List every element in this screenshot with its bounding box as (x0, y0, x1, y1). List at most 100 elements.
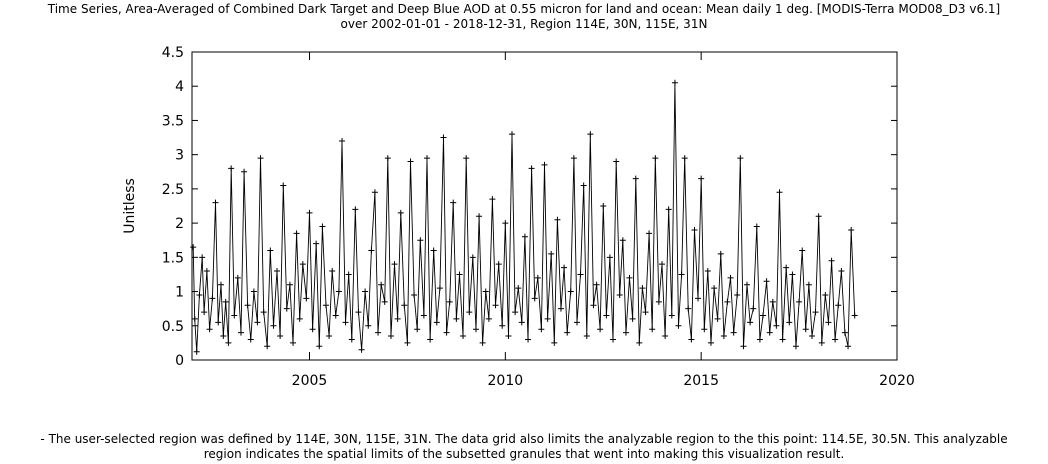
region-caveat-line-2: region indicates the spatial limits of t… (203, 447, 845, 461)
data-point (815, 213, 822, 220)
data-point (293, 230, 300, 237)
data-point (472, 326, 479, 333)
y-tick-label: 1.5 (162, 250, 184, 266)
data-point (587, 131, 594, 138)
data-point (534, 274, 541, 281)
data-point (485, 315, 492, 322)
data-point (335, 288, 342, 295)
data-point (201, 309, 208, 316)
data-point (740, 343, 747, 350)
data-point (724, 298, 731, 305)
data-point (191, 315, 198, 322)
data-point (231, 312, 238, 319)
data-point (420, 312, 427, 319)
plot-frame (191, 51, 898, 361)
data-point (241, 168, 248, 175)
data-point (463, 155, 470, 162)
data-point (476, 213, 483, 220)
data-point (401, 302, 408, 309)
data-point (286, 281, 293, 288)
data-point (538, 326, 545, 333)
data-point (541, 161, 548, 168)
data-point (613, 158, 620, 165)
data-point (460, 333, 467, 340)
data-point (404, 339, 411, 346)
data-point (220, 333, 227, 340)
y-tick-label: 4 (175, 79, 184, 95)
data-point (622, 329, 629, 336)
data-point (779, 336, 786, 343)
data-point (851, 312, 858, 319)
data-point (610, 336, 617, 343)
data-point (574, 319, 581, 326)
x-tick-label: 2020 (879, 373, 915, 389)
chart-marks (190, 79, 858, 355)
data-point (590, 302, 597, 309)
data-point (812, 309, 819, 316)
data-point (551, 339, 558, 346)
data-point (616, 291, 623, 298)
data-point (737, 155, 744, 162)
data-point (237, 329, 244, 336)
data-point (626, 274, 633, 281)
data-point (250, 288, 257, 295)
data-point (247, 336, 254, 343)
data-point (446, 298, 453, 305)
data-point (381, 298, 388, 305)
data-point (597, 326, 604, 333)
data-point (809, 333, 816, 340)
data-point (649, 326, 656, 333)
data-point (528, 165, 535, 172)
data-point (603, 312, 610, 319)
data-point (796, 298, 803, 305)
y-tick-label: 3 (175, 148, 184, 164)
data-point (720, 333, 727, 340)
data-point (443, 329, 450, 336)
data-point (352, 206, 359, 213)
data-point (209, 295, 216, 302)
x-tick-label: 2010 (488, 373, 524, 389)
data-point (375, 329, 382, 336)
data-point (387, 333, 394, 340)
data-point (606, 254, 613, 261)
data-point (717, 250, 724, 257)
y-tick-label: 2.5 (162, 182, 184, 198)
data-point (701, 326, 708, 333)
data-point (802, 326, 809, 333)
series-line (192, 82, 856, 352)
data-point (319, 223, 326, 230)
data-point (629, 315, 636, 322)
data-point (518, 319, 525, 326)
region-caveat: - The user-selected region was defined b… (0, 432, 1048, 462)
data-point (642, 309, 649, 316)
data-point (222, 298, 229, 305)
data-point (499, 322, 506, 329)
y-tick-label: 1 (175, 285, 184, 301)
data-point (193, 348, 200, 355)
data-point (355, 309, 362, 316)
y-axis-label: Unitless (122, 178, 138, 234)
data-point (639, 285, 646, 292)
data-point (206, 326, 213, 333)
data-point (329, 268, 336, 275)
data-point (273, 268, 280, 275)
data-point (714, 315, 721, 322)
x-tick-label: 2015 (683, 373, 719, 389)
data-point (841, 329, 848, 336)
data-point (244, 302, 251, 309)
data-point (339, 137, 346, 144)
data-point (773, 322, 780, 329)
y-tick-label: 3.5 (162, 113, 184, 129)
data-point (704, 268, 711, 275)
data-point (769, 298, 776, 305)
chart-axes: 0 0.5 1 1.5 2 2.5 3 3.5 4 4.5 2005 2010 2015 2020 (162, 45, 915, 389)
data-point (299, 261, 306, 268)
data-point (482, 288, 489, 295)
data-point (260, 309, 267, 316)
region-caveat-line-1: - The user-selected region was defined b… (40, 432, 1008, 446)
data-point (688, 336, 695, 343)
data-point (502, 220, 509, 227)
data-point (378, 281, 385, 288)
data-point (436, 285, 443, 292)
data-point (217, 281, 224, 288)
